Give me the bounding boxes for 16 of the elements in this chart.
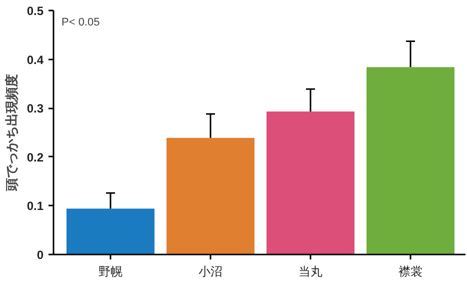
x-tick-label: 襟裳 — [398, 264, 422, 278]
x-tick-label: 小沼 — [198, 264, 222, 278]
y-tick-label: 0.2 — [26, 150, 44, 164]
y-tick-label: 0.3 — [26, 102, 44, 116]
y-tick-label: 0.1 — [26, 199, 44, 214]
bar — [366, 67, 454, 254]
y-axis-title: 頭でっかち出現頻度 — [4, 74, 19, 192]
x-tick-label: 当丸 — [298, 264, 322, 278]
y-tick-label: 0.5 — [26, 4, 44, 18]
annotation: P< 0.05 — [62, 16, 100, 28]
bar — [266, 112, 354, 254]
x-tick-label: 野幌 — [98, 264, 122, 278]
bar — [66, 208, 154, 254]
bar — [166, 138, 254, 254]
y-tick-label: 0.4 — [26, 52, 44, 67]
y-tick-label: 0 — [36, 248, 44, 262]
